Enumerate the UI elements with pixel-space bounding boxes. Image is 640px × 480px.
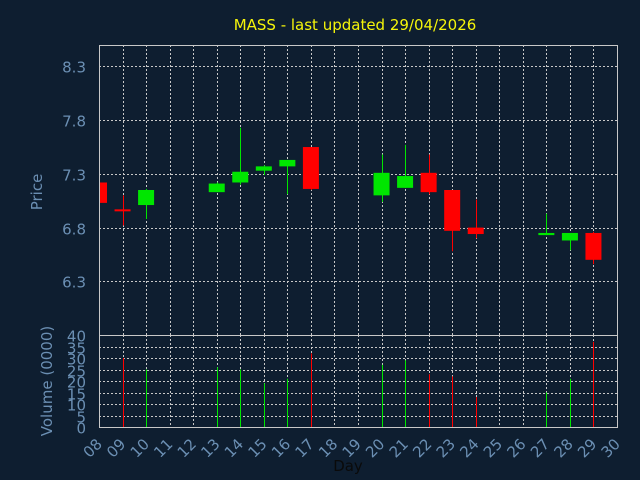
day-tick-label: 12 (174, 435, 200, 461)
price-tick-label: 6.3 (62, 274, 86, 292)
day-tick-label: 08 (80, 435, 106, 461)
price-tick-label: 7.3 (62, 167, 86, 185)
candle-body (279, 159, 296, 167)
candle-body (302, 147, 319, 189)
candle-body (232, 171, 249, 183)
day-tick-label: 24 (456, 435, 482, 461)
candle-body (255, 166, 272, 171)
candle-body (373, 172, 390, 196)
price-tick-label: 7.8 (62, 113, 86, 131)
day-tick-label: 26 (503, 435, 529, 461)
day-tick-label: 15 (244, 435, 270, 461)
price-tick-labels: 6.3 6.8 7.3 7.8 8.3 (62, 59, 86, 292)
volume-tick-label: 25 (67, 363, 86, 381)
day-tick-label: 27 (527, 435, 553, 461)
volume-tick-label: 10 (67, 397, 86, 415)
volume-tick-label: 30 (67, 351, 86, 369)
day-tick-label: 29 (574, 435, 600, 461)
volume-tick-label: 20 (67, 374, 86, 392)
day-tick-label: 11 (150, 435, 176, 461)
candle-body (467, 227, 484, 235)
day-tick-label: 28 (551, 435, 577, 461)
volume-tick-label: 0 (76, 420, 86, 438)
volume-tick-label: 15 (67, 386, 86, 404)
volume-tick-label: 35 (67, 340, 86, 358)
candle-body (397, 176, 414, 188)
candle-body (99, 182, 107, 203)
price-tick-label: 8.3 (62, 59, 86, 77)
candle-body (561, 232, 578, 241)
candle-body (138, 190, 155, 206)
plot-frames (99, 45, 618, 428)
day-tick-label: 22 (409, 435, 435, 461)
price-grid (99, 45, 618, 335)
candles (99, 127, 602, 265)
day-tick-label: 17 (292, 435, 318, 461)
volume-panel-border (99, 335, 618, 428)
day-tick-label: 10 (127, 435, 153, 461)
day-axis-label: Day (333, 457, 363, 475)
day-tick-label: 30 (598, 435, 624, 461)
day-tick-label: 21 (386, 435, 412, 461)
chart-title: MASS - last updated 29/04/2026 (234, 16, 477, 34)
candle-body (420, 172, 437, 193)
volume-tick-label: 40 (67, 328, 86, 346)
candle-body (114, 209, 131, 212)
volume-grid (99, 335, 618, 428)
day-tick-label: 16 (268, 435, 294, 461)
day-tick-label: 25 (480, 435, 506, 461)
day-tick-label: 13 (197, 435, 223, 461)
volume-bars (123, 341, 594, 427)
price-axis-label: Price (28, 174, 46, 211)
day-tick-label: 09 (103, 435, 129, 461)
candle-body (444, 190, 461, 231)
candle-body (208, 183, 225, 193)
volume-axis-label: Volume (0000) (38, 326, 56, 436)
day-tick-label: 20 (362, 435, 388, 461)
candle-body (585, 232, 602, 260)
candle-body (538, 232, 555, 236)
price-tick-label: 6.8 (62, 221, 86, 239)
day-tick-label: 14 (221, 435, 247, 461)
volume-tick-label: 5 (76, 409, 86, 427)
day-tick-label: 23 (433, 435, 459, 461)
